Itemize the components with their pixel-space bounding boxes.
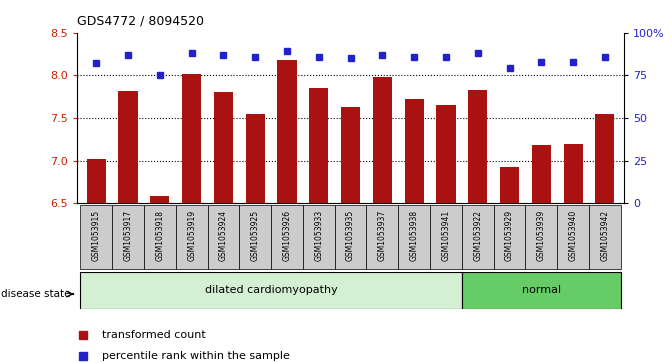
Bar [468,90,487,203]
Text: disease state: disease state [1,289,70,299]
Text: GSM1053937: GSM1053937 [378,210,387,261]
Bar [462,205,494,269]
Text: GDS4772 / 8094520: GDS4772 / 8094520 [77,15,204,28]
Text: GSM1053924: GSM1053924 [219,210,228,261]
Text: GSM1053939: GSM1053939 [537,210,546,261]
Bar [81,272,462,309]
Bar [81,205,112,269]
Bar [494,205,525,269]
Bar [112,205,144,269]
Bar [182,74,201,203]
Bar [436,105,456,203]
Text: transformed count: transformed count [102,330,205,340]
Bar [240,205,271,269]
Bar [303,205,335,269]
Bar [246,114,265,203]
Bar [532,145,551,203]
Text: percentile rank within the sample: percentile rank within the sample [102,351,290,361]
Text: GSM1053926: GSM1053926 [282,210,291,261]
Bar [589,205,621,269]
Text: GSM1053935: GSM1053935 [346,210,355,261]
Bar [144,205,176,269]
Text: GSM1053942: GSM1053942 [601,210,609,261]
Text: GSM1053915: GSM1053915 [92,210,101,261]
Text: dilated cardiomyopathy: dilated cardiomyopathy [205,285,338,295]
Text: GSM1053933: GSM1053933 [314,210,323,261]
Text: GSM1053940: GSM1053940 [568,210,578,261]
Text: GSM1053929: GSM1053929 [505,210,514,261]
Bar [405,99,423,203]
Text: GSM1053941: GSM1053941 [442,210,450,261]
Text: GSM1053922: GSM1053922 [473,210,482,261]
Bar [150,196,169,203]
Bar [525,205,557,269]
Bar [119,91,138,203]
Text: GSM1053925: GSM1053925 [251,210,260,261]
Bar [207,205,240,269]
Text: normal: normal [522,285,561,295]
Bar [87,159,106,203]
Bar [176,205,207,269]
Text: GSM1053917: GSM1053917 [123,210,133,261]
Bar [341,107,360,203]
Bar [557,205,589,269]
Bar [366,205,399,269]
Bar [335,205,366,269]
Bar [500,167,519,203]
Bar [271,205,303,269]
Bar [462,272,621,309]
Text: GSM1053918: GSM1053918 [155,210,164,261]
Bar [214,93,233,203]
Bar [399,205,430,269]
Text: GSM1053938: GSM1053938 [410,210,419,261]
Bar [595,114,615,203]
Bar [564,143,582,203]
Bar [278,60,297,203]
Bar [430,205,462,269]
Text: GSM1053919: GSM1053919 [187,210,196,261]
Bar [309,88,328,203]
Bar [373,77,392,203]
